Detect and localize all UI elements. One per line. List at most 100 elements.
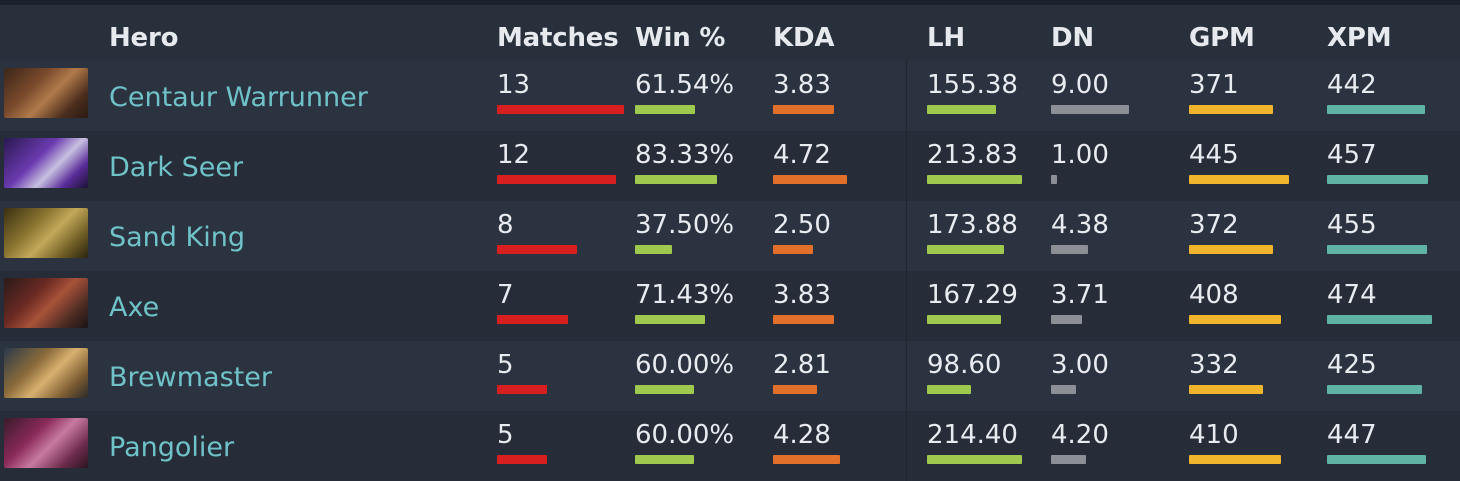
hero-name-link[interactable]: Centaur Warrunner [109, 82, 368, 113]
table-row[interactable]: Dark Seer 12 83.33% 4.72 213.83 1.00 445 457 [0, 131, 1460, 201]
header-lh[interactable]: LH [927, 23, 965, 53]
matches-value: 8 [497, 210, 514, 240]
lh-value: 167.29 [927, 280, 1018, 310]
lh-bar [927, 105, 996, 114]
hero-name-link[interactable]: Brewmaster [109, 362, 272, 393]
table-header: Hero Matches Win % KDA LH DN GPM XPM [0, 5, 1460, 65]
xpm-value: 474 [1327, 280, 1377, 310]
table-row[interactable]: Centaur Warrunner 13 61.54% 3.83 155.38 9.00 3… [0, 61, 1460, 131]
brewmaster-portrait[interactable] [4, 348, 88, 398]
table-row[interactable]: Pangolier 5 60.00% 4.28 214.40 4.20 410 447 [0, 411, 1460, 481]
matches-bar [497, 385, 547, 394]
kda-value: 3.83 [773, 70, 831, 100]
matches-bar [497, 245, 577, 254]
kda-bar [773, 385, 817, 394]
win-bar [635, 455, 694, 464]
lh-bar [927, 385, 971, 394]
xpm-value: 447 [1327, 420, 1377, 450]
header-win[interactable]: Win % [635, 23, 726, 53]
lh-value: 98.60 [927, 350, 1002, 380]
matches-value: 5 [497, 350, 514, 380]
xpm-bar [1327, 245, 1427, 254]
header-dn[interactable]: DN [1051, 23, 1094, 53]
lh-value: 214.40 [927, 420, 1018, 450]
xpm-bar [1327, 455, 1426, 464]
gpm-value: 445 [1189, 140, 1239, 170]
table-row[interactable]: Axe 7 71.43% 3.83 167.29 3.71 408 474 [0, 271, 1460, 341]
xpm-value: 455 [1327, 210, 1377, 240]
lh-value: 155.38 [927, 70, 1018, 100]
column-divider [906, 201, 907, 271]
kda-value: 4.72 [773, 140, 831, 170]
dn-bar [1051, 455, 1086, 464]
lh-bar [927, 315, 1001, 324]
dn-value: 3.00 [1051, 350, 1109, 380]
win-value: 61.54% [635, 70, 735, 100]
axe-portrait[interactable] [4, 278, 88, 328]
kda-bar [773, 245, 813, 254]
kda-value: 2.81 [773, 350, 831, 380]
matches-value: 5 [497, 420, 514, 450]
header-gpm[interactable]: GPM [1189, 23, 1255, 53]
kda-value: 4.28 [773, 420, 831, 450]
matches-bar [497, 455, 547, 464]
xpm-bar [1327, 385, 1422, 394]
kda-bar [773, 455, 840, 464]
dn-bar [1051, 175, 1057, 184]
gpm-value: 371 [1189, 70, 1239, 100]
win-bar [635, 315, 705, 324]
win-bar [635, 245, 672, 254]
dn-bar [1051, 385, 1076, 394]
dn-bar [1051, 105, 1129, 114]
centaur-warrunner-portrait[interactable] [4, 68, 88, 118]
kda-bar [773, 175, 847, 184]
dn-value: 4.38 [1051, 210, 1109, 240]
xpm-bar [1327, 315, 1432, 324]
lh-value: 173.88 [927, 210, 1018, 240]
dn-value: 9.00 [1051, 70, 1109, 100]
dark-seer-portrait[interactable] [4, 138, 88, 188]
gpm-bar [1189, 105, 1273, 114]
gpm-value: 410 [1189, 420, 1239, 450]
win-value: 60.00% [635, 420, 735, 450]
lh-bar [927, 455, 1022, 464]
hero-name-link[interactable]: Pangolier [109, 432, 235, 463]
table-row[interactable]: Sand King 8 37.50% 2.50 173.88 4.38 372 455 [0, 201, 1460, 271]
gpm-bar [1189, 315, 1281, 324]
table-row[interactable]: Brewmaster 5 60.00% 2.81 98.60 3.00 332 425 [0, 341, 1460, 411]
xpm-bar [1327, 105, 1425, 114]
hero-name-link[interactable]: Axe [109, 292, 160, 323]
gpm-value: 408 [1189, 280, 1239, 310]
header-matches[interactable]: Matches [497, 23, 619, 53]
matches-bar [497, 175, 616, 184]
xpm-bar [1327, 175, 1428, 184]
dn-value: 3.71 [1051, 280, 1109, 310]
xpm-value: 442 [1327, 70, 1377, 100]
gpm-bar [1189, 175, 1289, 184]
win-value: 71.43% [635, 280, 735, 310]
kda-value: 2.50 [773, 210, 831, 240]
header-kda[interactable]: KDA [773, 23, 835, 53]
header-hero[interactable]: Hero [109, 23, 179, 53]
header-xpm[interactable]: XPM [1327, 23, 1392, 53]
gpm-value: 332 [1189, 350, 1239, 380]
hero-name-link[interactable]: Sand King [109, 222, 245, 253]
matches-value: 13 [497, 70, 531, 100]
xpm-value: 425 [1327, 350, 1377, 380]
hero-name-link[interactable]: Dark Seer [109, 152, 244, 183]
kda-value: 3.83 [773, 280, 831, 310]
gpm-bar [1189, 385, 1263, 394]
gpm-bar [1189, 245, 1273, 254]
top-strip [0, 0, 1460, 5]
matches-value: 12 [497, 140, 531, 170]
lh-bar [927, 175, 1022, 184]
dn-value: 4.20 [1051, 420, 1109, 450]
sand-king-portrait[interactable] [4, 208, 88, 258]
column-divider [906, 131, 907, 201]
column-divider [906, 61, 907, 131]
pangolier-portrait[interactable] [4, 418, 88, 468]
lh-value: 213.83 [927, 140, 1018, 170]
win-bar [635, 385, 694, 394]
dn-value: 1.00 [1051, 140, 1109, 170]
